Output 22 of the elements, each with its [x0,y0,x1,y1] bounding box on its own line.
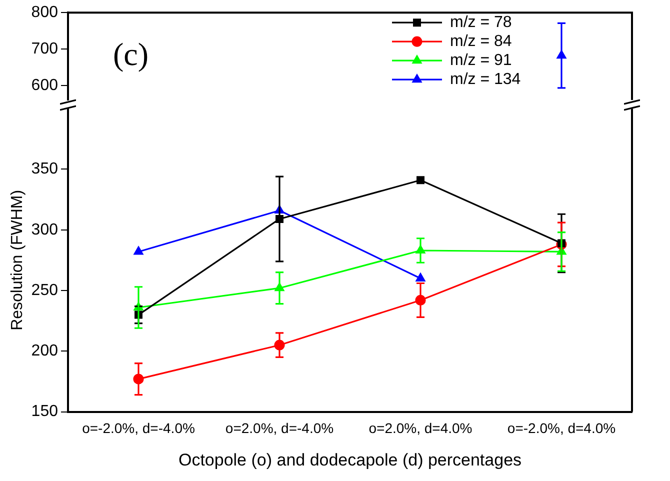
x-axis-title: Octopole (o) and dodecapole (d) percentages [178,450,522,470]
y-tick-label: 350 [31,160,58,178]
point [416,176,424,184]
y-tick-label: 300 [31,221,58,238]
legend-label: m/z = 84 [450,33,512,50]
legend-label: m/z = 78 [450,14,512,32]
point [416,273,426,282]
y-tick-label: 800 [31,4,58,22]
x-tick-label: o=-2.0%, d=4.0% [507,420,616,436]
y-tick-label: 600 [31,76,58,94]
x-tick-label: o=2.0%, d=-4.0% [225,420,334,436]
y-axis-title: Resolution (FWHM) [9,190,26,330]
y-tick-label: 150 [31,403,58,420]
y-tick-label: 250 [31,282,58,299]
x-tick-label: o=-2.0%, d=-4.0% [82,420,195,436]
y-tick-label: 200 [31,342,58,360]
annotation: (c) [113,36,149,72]
y-tick-label: 700 [31,40,58,58]
legend-label: m/z = 91 [450,52,512,70]
point [134,246,144,255]
x-tick-label: o=2.0%, d=4.0% [368,420,472,436]
legend-label: m/z = 134 [450,71,521,88]
